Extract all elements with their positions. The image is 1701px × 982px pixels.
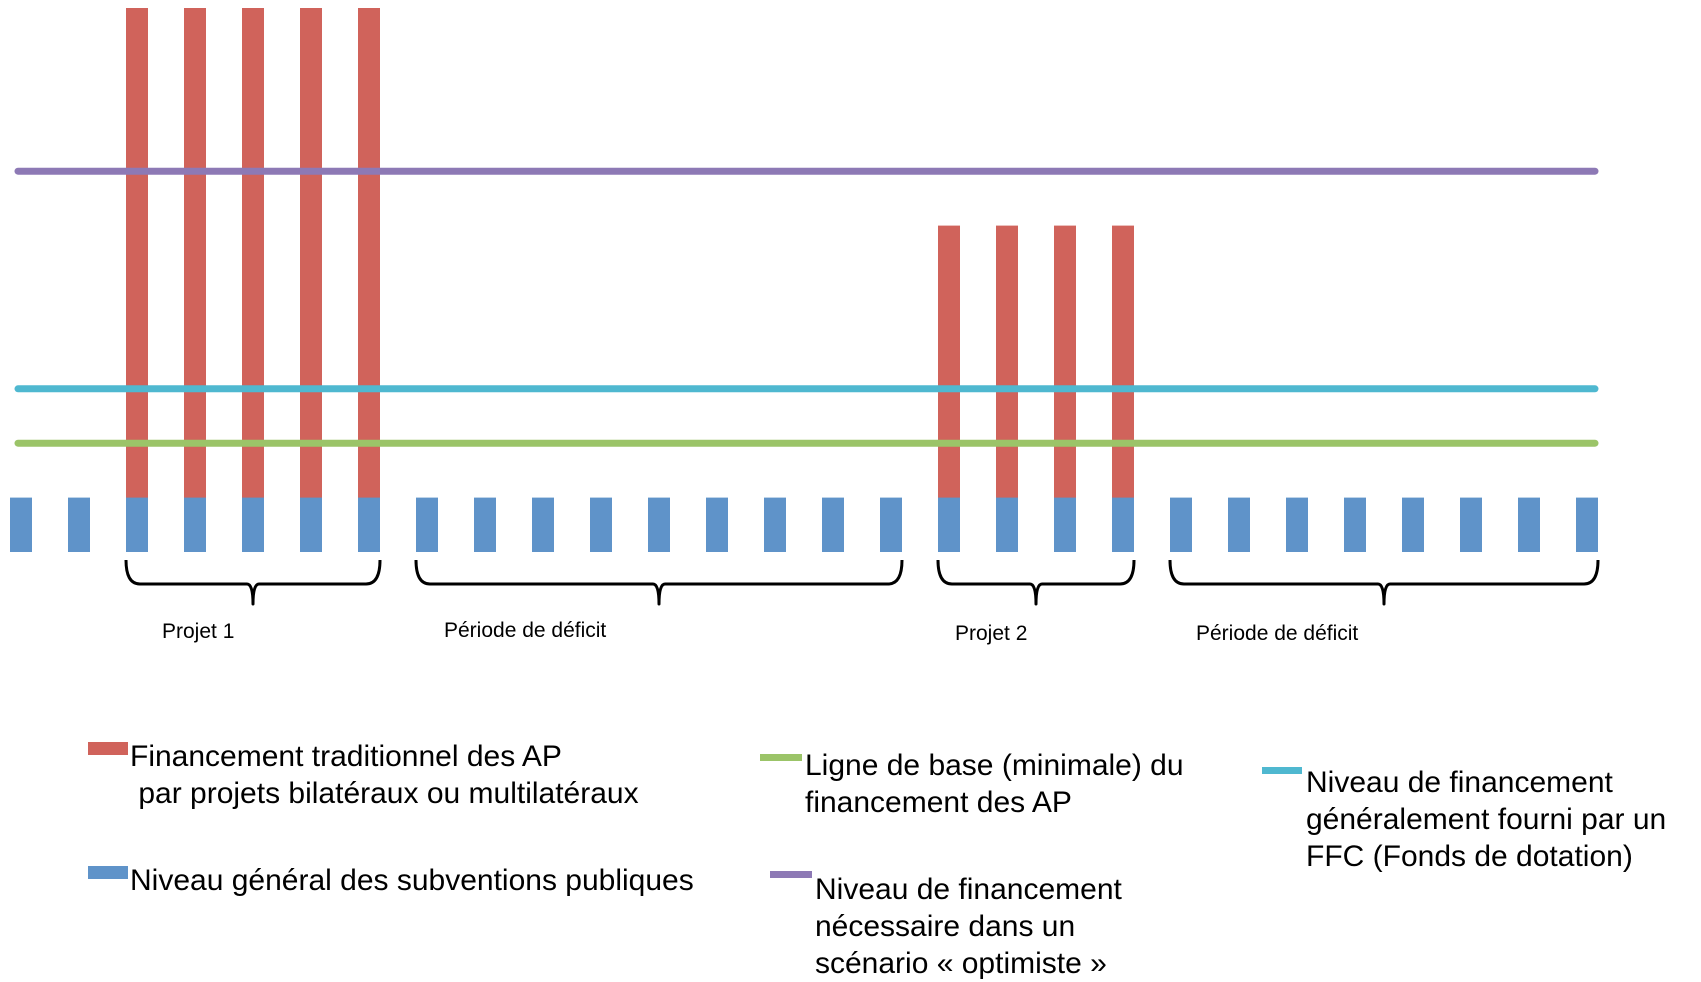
public-subsidy-bar	[1228, 497, 1250, 552]
public-subsidy-bar	[1518, 497, 1540, 552]
public-subsidy-bar	[184, 497, 206, 552]
public-subsidy-bar	[532, 497, 554, 552]
legend-swatch-red	[88, 742, 128, 755]
public-subsidy-bar	[358, 497, 380, 552]
project-funding-bar	[184, 8, 206, 552]
project-funding-bar	[358, 8, 380, 552]
project-funding-bar	[300, 8, 322, 552]
brace-label-projet-1: Projet 1	[162, 620, 235, 643]
project-funding-bar	[126, 8, 148, 552]
public-subsidy-bar	[1054, 497, 1076, 552]
public-subsidy-bar	[938, 497, 960, 552]
public-subsidy-bar	[996, 497, 1018, 552]
legend-swatch-purple	[770, 871, 812, 878]
legend-label-blue: Niveau général des subventions publiques	[130, 864, 694, 897]
public-subsidy-bar	[474, 497, 496, 552]
public-subsidy-bar	[10, 497, 32, 552]
brace-label-periode-deficit-2: Période de déficit	[1196, 622, 1359, 645]
period-brace-4	[1168, 559, 1600, 606]
legend-swatch-cyan	[1262, 767, 1302, 774]
brace-label-projet-2: Projet 2	[955, 622, 1028, 645]
public-subsidy-bar	[590, 497, 612, 552]
legend-label-cyan: Niveau de financement généralement fourn…	[1306, 766, 1667, 873]
public-subsidy-bar	[1576, 497, 1598, 552]
public-subsidy-bar	[706, 497, 728, 552]
legend-label-purple: Niveau de financement nécessaire dans un…	[815, 873, 1122, 980]
public-subsidy-bar	[648, 497, 670, 552]
brace-label-periode-deficit-1: Période de déficit	[444, 619, 607, 642]
legend-swatch-green	[760, 754, 802, 761]
public-subsidy-bar	[880, 497, 902, 552]
period-brace-2	[414, 559, 904, 606]
legend-label-green: Ligne de base (minimale) du financement …	[805, 749, 1184, 819]
public-subsidy-bar	[822, 497, 844, 552]
project-funding-bar	[242, 8, 264, 552]
legend-swatch-blue	[88, 866, 128, 879]
public-subsidy-bar	[416, 497, 438, 552]
public-subsidy-bar	[1286, 497, 1308, 552]
public-subsidy-bar	[1460, 497, 1482, 552]
public-subsidy-bar	[300, 497, 322, 552]
period-brace-3	[936, 559, 1136, 606]
period-brace-1	[124, 559, 382, 606]
public-subsidy-bar	[1344, 497, 1366, 552]
public-subsidy-bar	[1402, 497, 1424, 552]
public-subsidy-bar	[68, 497, 90, 552]
public-subsidy-bar	[126, 497, 148, 552]
public-subsidy-bar	[242, 497, 264, 552]
legend-label-red: Financement traditionnel des AP par proj…	[130, 740, 639, 810]
public-subsidy-bar	[764, 497, 786, 552]
public-subsidy-bar	[1170, 497, 1192, 552]
public-subsidy-bar	[1112, 497, 1134, 552]
